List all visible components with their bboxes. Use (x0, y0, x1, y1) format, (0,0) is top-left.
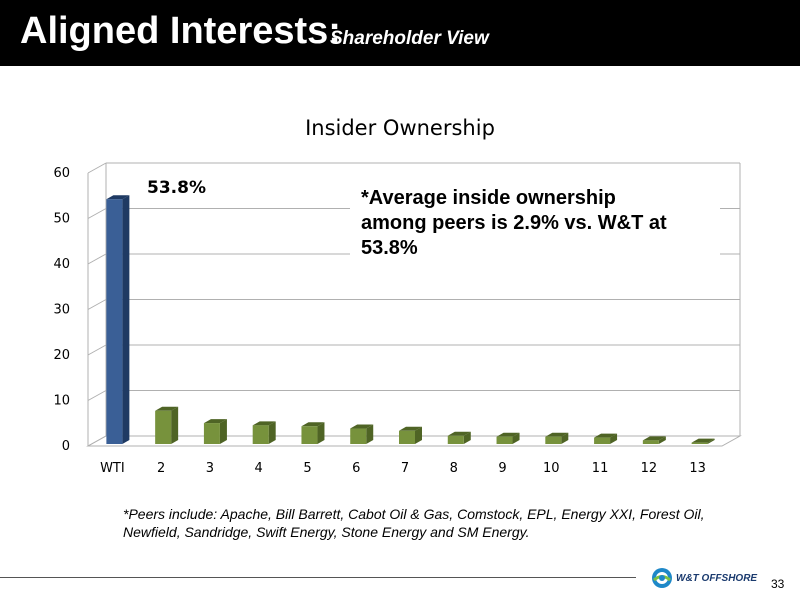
chart-floor (86, 435, 742, 447)
bar-side (219, 419, 227, 444)
bar-top (106, 195, 130, 200)
bar-side (610, 433, 618, 444)
peers-footnote: *Peers include: Apache, Bill Barrett, Ca… (123, 506, 705, 540)
bar-top (545, 432, 569, 437)
bar-peer-8 (447, 431, 471, 444)
annotation-background (350, 183, 720, 265)
x-tick-label: 5 (303, 461, 311, 476)
bar-peer-12 (642, 436, 666, 444)
bar-side (707, 438, 715, 444)
bar-side (658, 436, 666, 444)
y-tick-label: 50 (53, 212, 70, 227)
bar-side (512, 432, 520, 444)
bar-top (496, 432, 520, 437)
gridline-side (87, 299, 107, 310)
bar-front (203, 423, 220, 444)
bar-peer-7 (399, 426, 422, 444)
footer-divider (0, 577, 636, 578)
bar-side (366, 424, 374, 444)
bar-top (155, 406, 179, 411)
bar-front (447, 435, 464, 444)
bar-front (642, 440, 659, 444)
x-tick-label: 13 (689, 461, 706, 476)
gridline-side (87, 162, 107, 174)
gridline-side (87, 208, 107, 219)
bar-front (496, 436, 513, 444)
bar-side (122, 195, 130, 444)
x-tick-label: 10 (543, 461, 560, 476)
page-number: 33 (771, 577, 785, 591)
bar-wti (106, 195, 130, 444)
bar-front (350, 428, 367, 444)
x-tick-label: 6 (352, 461, 360, 476)
bar-front (155, 410, 172, 444)
gridline-side (87, 253, 107, 265)
bar-side (317, 422, 325, 444)
x-tick-label: WTI (100, 461, 125, 476)
bar-top (594, 433, 618, 438)
bar-top (691, 438, 715, 443)
bar-top (203, 419, 227, 424)
bar-front (545, 436, 562, 444)
gridline-side (87, 344, 107, 356)
bar-front (399, 430, 415, 444)
bar-peer-4 (252, 421, 276, 444)
chart-annotation: *Average inside ownership among peers is … (361, 187, 667, 259)
bar-peer-11 (594, 433, 618, 444)
x-tick-label: 11 (592, 461, 609, 476)
page-subtitle: Shareholder View (330, 28, 489, 49)
y-tick-label: 40 (53, 257, 70, 272)
bar-top (252, 421, 276, 426)
bar-side (415, 426, 422, 444)
wt-offshore-logo-icon (652, 568, 672, 588)
bar-top (447, 431, 471, 436)
bar-top (301, 422, 325, 427)
bar-top (642, 436, 666, 441)
bar-top (350, 424, 374, 429)
bar-front (252, 425, 269, 444)
bar-peer-9 (496, 432, 520, 444)
logo-text: W&T OFFSHORE (676, 572, 758, 584)
page-title: Aligned Interests: (20, 10, 341, 52)
bar-top (399, 426, 422, 431)
gridline-side (87, 390, 107, 401)
x-tick-label: 2 (157, 461, 165, 476)
bar-peer-10 (545, 432, 569, 444)
x-tick-label: 4 (255, 461, 263, 476)
bar-front (594, 437, 611, 444)
bar-front (301, 426, 318, 444)
x-tick-label: 9 (498, 461, 506, 476)
x-tick-label: 12 (641, 461, 658, 476)
bar-peer-3 (203, 419, 227, 444)
y-tick-label: 10 (53, 394, 70, 409)
bar-side (463, 431, 471, 444)
bar-front (106, 199, 123, 444)
y-tick-label: 0 (62, 439, 70, 454)
insider-ownership-chart: Insider Ownership 0 10 20 30 40 50 60 *Average i… (53, 116, 742, 476)
bar-side (268, 421, 276, 444)
y-tick-label: 20 (53, 348, 70, 363)
x-tick-label: 7 (401, 461, 409, 476)
company-logo: W&T OFFSHORE (651, 567, 757, 589)
wti-data-label: 53.8% (147, 178, 206, 198)
title-bar: Aligned Interests: Shareholder View (0, 0, 800, 66)
bar-peer-13 (691, 438, 715, 444)
chart-title: Insider Ownership (305, 116, 495, 140)
x-tick-label: 8 (450, 461, 458, 476)
bar-peer-5 (301, 422, 325, 444)
y-tick-label: 60 (53, 166, 70, 181)
bar-front (691, 442, 708, 444)
bar-peer-6 (350, 424, 374, 444)
y-tick-label: 30 (53, 303, 70, 318)
x-tick-label: 3 (206, 461, 214, 476)
bar-side (171, 406, 179, 444)
bar-side (561, 432, 569, 444)
bar-peer-2 (155, 406, 179, 444)
